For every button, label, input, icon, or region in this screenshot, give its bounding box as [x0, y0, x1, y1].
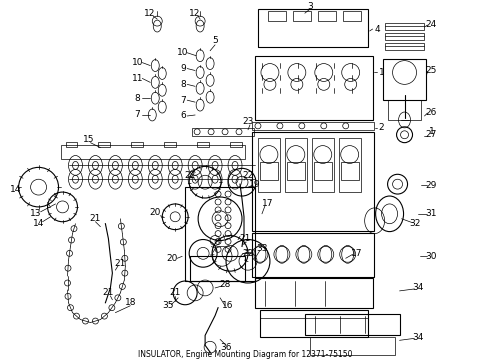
Text: 7: 7: [134, 111, 140, 120]
Bar: [197, 142, 209, 147]
Text: 21: 21: [90, 214, 101, 223]
Text: 21: 21: [239, 234, 251, 243]
Text: 9: 9: [180, 64, 186, 73]
Text: 33: 33: [256, 244, 268, 253]
Text: 34: 34: [412, 333, 423, 342]
Text: 1: 1: [429, 127, 434, 136]
Bar: [258, 9, 368, 47]
Bar: [385, 43, 424, 50]
Text: 17: 17: [351, 249, 363, 258]
Bar: [383, 59, 426, 100]
Text: 17: 17: [262, 199, 274, 208]
Bar: [252, 233, 374, 277]
Bar: [314, 162, 332, 180]
Bar: [66, 142, 77, 147]
Text: 16: 16: [222, 301, 234, 310]
Bar: [287, 162, 305, 180]
Bar: [98, 142, 110, 147]
Bar: [230, 142, 242, 147]
Bar: [341, 162, 359, 180]
Bar: [312, 138, 334, 192]
Bar: [192, 128, 254, 136]
Bar: [339, 138, 361, 192]
Text: 21: 21: [103, 288, 114, 297]
Text: 25: 25: [426, 66, 437, 75]
Text: 27: 27: [426, 130, 437, 139]
Text: 23: 23: [242, 117, 254, 126]
Text: 12: 12: [189, 9, 200, 18]
Bar: [164, 142, 176, 147]
Bar: [260, 310, 368, 337]
Text: 28: 28: [220, 280, 231, 289]
Text: 36: 36: [220, 343, 232, 352]
Text: 14: 14: [10, 185, 22, 194]
Text: 30: 30: [426, 252, 437, 261]
Text: 5: 5: [212, 36, 218, 45]
Text: 32: 32: [409, 219, 420, 228]
Text: 22: 22: [243, 171, 254, 180]
Text: 20: 20: [149, 208, 161, 217]
Bar: [388, 100, 421, 120]
Text: 31: 31: [426, 209, 437, 218]
Bar: [385, 33, 424, 40]
Text: 7: 7: [180, 96, 186, 105]
Bar: [310, 337, 394, 355]
Text: 29: 29: [426, 181, 437, 190]
Bar: [293, 11, 311, 21]
Bar: [258, 138, 280, 192]
Text: 21: 21: [115, 259, 126, 268]
Bar: [61, 145, 245, 159]
Text: 12: 12: [144, 9, 155, 18]
Text: INSULATOR, Engine Mounting Diagram for 12371-75150: INSULATOR, Engine Mounting Diagram for 1…: [138, 350, 352, 359]
Text: 6: 6: [180, 112, 186, 121]
Bar: [131, 142, 143, 147]
Bar: [255, 278, 372, 308]
Bar: [252, 132, 374, 231]
Text: 24: 24: [426, 19, 437, 28]
Text: 26: 26: [426, 108, 437, 117]
Text: 20: 20: [167, 254, 178, 263]
Text: 35: 35: [163, 301, 174, 310]
Text: 34: 34: [412, 283, 423, 292]
Bar: [343, 11, 361, 21]
Text: 3: 3: [307, 2, 313, 11]
Text: 11: 11: [131, 74, 143, 83]
Text: 15: 15: [83, 135, 94, 144]
Bar: [260, 162, 278, 180]
Text: 10: 10: [131, 58, 143, 67]
Text: 18: 18: [124, 298, 136, 307]
Bar: [385, 23, 424, 30]
Text: 21: 21: [170, 288, 181, 297]
Bar: [255, 56, 372, 120]
Bar: [185, 187, 255, 281]
Text: 13: 13: [30, 209, 41, 218]
Text: 19: 19: [249, 180, 261, 189]
Text: 8: 8: [134, 94, 140, 103]
Text: 10: 10: [177, 48, 189, 57]
Bar: [190, 256, 245, 281]
Bar: [252, 122, 374, 130]
Bar: [268, 11, 286, 21]
Text: 22: 22: [243, 249, 254, 258]
Text: 2: 2: [379, 123, 385, 132]
Bar: [285, 138, 307, 192]
Text: 4: 4: [375, 24, 380, 33]
Text: 14: 14: [33, 219, 44, 228]
Text: 1: 1: [379, 68, 385, 77]
Text: 8: 8: [180, 80, 186, 89]
Text: 22: 22: [185, 171, 196, 180]
Bar: [305, 314, 399, 336]
Bar: [318, 11, 336, 21]
